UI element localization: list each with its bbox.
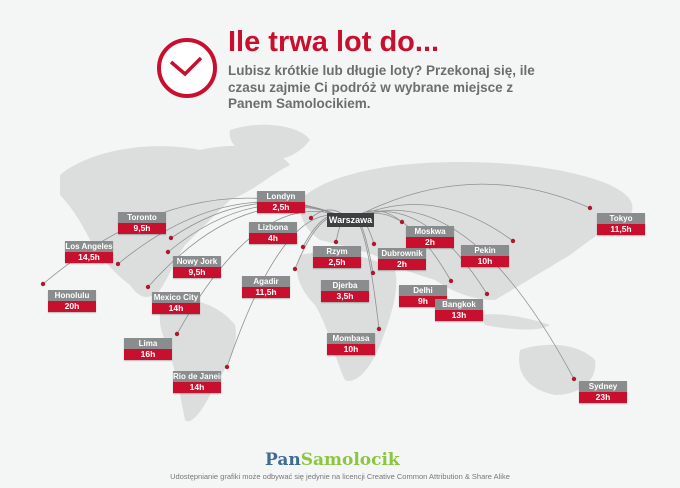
destination-name: Honolulu	[48, 290, 96, 301]
australia	[519, 344, 596, 395]
destination-name: Moskwa	[406, 226, 454, 237]
flight-time: 13h	[435, 310, 483, 321]
flight-time: 9,5h	[173, 267, 221, 278]
greenland	[229, 124, 310, 160]
destination-label: Delhi 9h	[399, 285, 447, 307]
destination-label: Lima 16h	[124, 338, 172, 360]
flight-time: 14h	[173, 382, 221, 393]
destination-label: Moskwa 2h	[406, 226, 454, 248]
destination-label: Dubrownik 2h	[378, 248, 426, 270]
destination-label: Los Angeles 14,5h	[65, 241, 113, 263]
destination-name: Pekin	[461, 245, 509, 256]
north-america	[60, 145, 290, 297]
route-19	[349, 209, 575, 380]
flight-time: 11,5h	[597, 224, 645, 235]
destination-label: Bangkok 13h	[435, 299, 483, 321]
flight-time: 2h	[406, 237, 454, 248]
destination-label: Rio de Janeiro14h	[173, 371, 221, 393]
destination-name: Bangkok	[435, 299, 483, 310]
south-america	[159, 298, 236, 422]
city-dot	[571, 376, 577, 382]
flight-time: 14,5h	[65, 252, 113, 263]
city-dot	[376, 326, 382, 332]
destination-label: Nowy Jork 9,5h	[173, 256, 221, 278]
destination-label: Mombasa 10h	[327, 333, 375, 355]
destination-label: Toronto 9,5h	[118, 212, 166, 234]
africa	[296, 252, 397, 381]
destination-label: Djerba 3,5h	[321, 280, 369, 302]
city-dot	[333, 239, 339, 245]
destination-name: Dubrownik	[378, 248, 426, 259]
flight-time: 16h	[124, 349, 172, 360]
pansamolocik-logo: PanSamolocik	[265, 450, 400, 470]
destination-name: Nowy Jork	[173, 256, 221, 267]
destination-label: Agadir 11,5h	[242, 276, 290, 298]
city-dot	[165, 249, 171, 255]
destination-name: Djerba	[321, 280, 369, 291]
city-dot	[292, 266, 298, 272]
flight-time: 9h	[399, 296, 447, 307]
city-dot	[448, 278, 454, 284]
flight-time: 10h	[327, 344, 375, 355]
destination-name: Tokyo	[597, 213, 645, 224]
destination-name: Rio de Janeiro	[173, 371, 221, 382]
flight-time: 23h	[579, 392, 627, 403]
destination-name: Agadir	[242, 276, 290, 287]
flight-time: 10h	[461, 256, 509, 267]
flight-time: 9,5h	[118, 223, 166, 234]
destination-label: Pekin 10h	[461, 245, 509, 267]
flight-time: 3,5h	[321, 291, 369, 302]
city-dot	[308, 215, 314, 221]
city-dot	[40, 281, 46, 287]
city-dot	[399, 219, 405, 225]
city-dot	[224, 364, 230, 370]
flight-time: 14h	[152, 303, 200, 314]
destination-name: Lima	[124, 338, 172, 349]
route-12	[349, 204, 514, 242]
city-dot	[115, 261, 121, 267]
destination-label: Lizbona 4h	[249, 222, 297, 244]
city-dots	[40, 205, 593, 382]
europe-asia	[299, 162, 633, 300]
flight-time: 4h	[249, 233, 297, 244]
destination-label: Tokyo 11,5h	[597, 213, 645, 235]
city-dot	[587, 205, 593, 211]
flight-time: 2h	[378, 259, 426, 270]
route-13	[349, 183, 591, 221]
origin-label: Warszawa	[327, 213, 374, 227]
destination-name: Los Angeles	[65, 241, 113, 252]
destination-label: Rzym 2,5h	[313, 246, 361, 268]
flight-time: 11,5h	[242, 287, 290, 298]
continents	[60, 124, 633, 422]
destination-name: Mombasa	[327, 333, 375, 344]
city-dot	[145, 284, 151, 290]
city-dot	[174, 331, 180, 337]
city-dot	[371, 241, 377, 247]
destination-label: Mexico City 14h	[152, 292, 200, 314]
city-dot	[484, 291, 490, 297]
page-title: Ile trwa lot do...	[228, 26, 440, 58]
indonesia	[480, 314, 550, 330]
destination-name: Sydney	[579, 381, 627, 392]
destination-name: Delhi	[399, 285, 447, 296]
city-dot	[370, 270, 376, 276]
flight-time: 2,5h	[257, 202, 305, 213]
destination-name: Mexico City	[152, 292, 200, 303]
city-dot	[510, 238, 516, 244]
destination-label: Sydney 23h	[579, 381, 627, 403]
destination-name: Rzym	[313, 246, 361, 257]
flight-time: 20h	[48, 301, 96, 312]
flight-time: 2,5h	[313, 257, 361, 268]
destination-name: Lizbona	[249, 222, 297, 233]
page-subtitle: Lubisz krótkie lub długie loty? Przekona…	[228, 63, 535, 111]
destination-label: Honolulu 20h	[48, 290, 96, 312]
destination-name: Toronto	[118, 212, 166, 223]
city-dot	[168, 235, 174, 241]
destination-label: Londyn 2,5h	[257, 191, 305, 213]
city-dot	[300, 244, 306, 250]
license-footer: Udostępnianie grafiki może odbywać się j…	[170, 472, 510, 481]
clock-icon	[157, 38, 217, 98]
destination-name: Londyn	[257, 191, 305, 202]
